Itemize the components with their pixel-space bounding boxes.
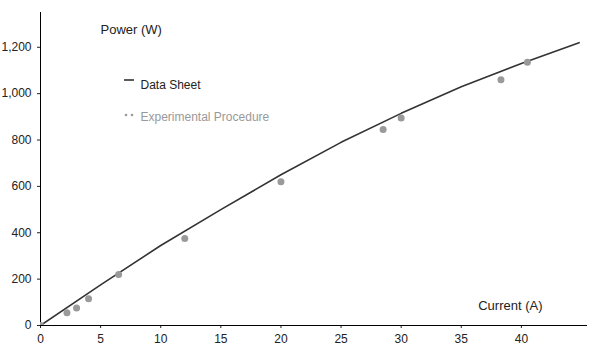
svg-text:Power (W): Power (W)	[101, 22, 162, 37]
svg-text:800: 800	[11, 133, 31, 147]
svg-text:200: 200	[11, 272, 31, 286]
svg-text:25: 25	[334, 332, 348, 346]
svg-text:1,000: 1,000	[1, 86, 31, 100]
svg-text:30: 30	[394, 332, 408, 346]
svg-text:40: 40	[515, 332, 529, 346]
svg-text:Current (A): Current (A)	[478, 298, 542, 313]
svg-text:10: 10	[154, 332, 168, 346]
svg-text:15: 15	[214, 332, 228, 346]
svg-text:600: 600	[11, 179, 31, 193]
svg-text:0: 0	[25, 318, 32, 332]
svg-text:0: 0	[37, 332, 44, 346]
svg-text:Experimental Procedure: Experimental Procedure	[141, 110, 270, 124]
svg-text:35: 35	[455, 332, 469, 346]
svg-text:1,200: 1,200	[1, 40, 31, 54]
svg-text:20: 20	[274, 332, 288, 346]
svg-text:400: 400	[11, 226, 31, 240]
svg-text:Data Sheet: Data Sheet	[141, 78, 202, 92]
svg-text:5: 5	[97, 332, 104, 346]
